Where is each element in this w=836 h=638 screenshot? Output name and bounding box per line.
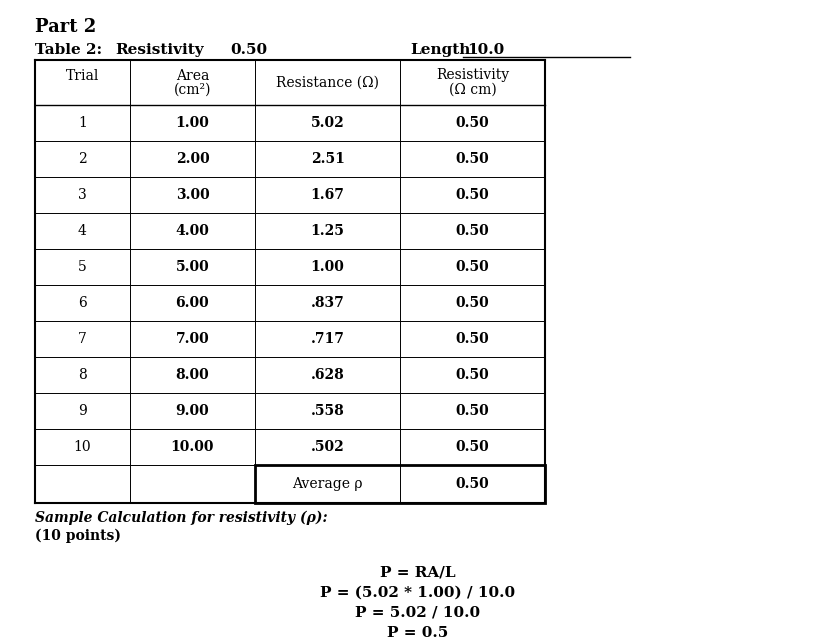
Text: 1.00: 1.00 bbox=[310, 260, 344, 274]
Text: 8.00: 8.00 bbox=[176, 368, 209, 382]
Text: 0.50: 0.50 bbox=[456, 332, 489, 346]
Text: 9.00: 9.00 bbox=[176, 404, 209, 418]
Text: 0.50: 0.50 bbox=[230, 43, 268, 57]
Text: 1.25: 1.25 bbox=[310, 224, 344, 238]
Text: 3: 3 bbox=[78, 188, 87, 202]
Text: 1.00: 1.00 bbox=[176, 116, 210, 130]
Text: 5.00: 5.00 bbox=[176, 260, 209, 274]
Text: Area: Area bbox=[176, 68, 209, 82]
Text: 0.50: 0.50 bbox=[456, 404, 489, 418]
Text: 0.50: 0.50 bbox=[456, 224, 489, 238]
Text: 0.50: 0.50 bbox=[456, 152, 489, 166]
Text: Sample Calculation for resistivity (ρ):: Sample Calculation for resistivity (ρ): bbox=[35, 511, 328, 525]
Text: 2.51: 2.51 bbox=[310, 152, 344, 166]
Text: 10: 10 bbox=[74, 440, 91, 454]
Text: 0.50: 0.50 bbox=[456, 188, 489, 202]
Text: 0.50: 0.50 bbox=[456, 440, 489, 454]
Text: 9: 9 bbox=[78, 404, 87, 418]
Text: 10.0: 10.0 bbox=[467, 43, 504, 57]
Text: 6.00: 6.00 bbox=[176, 296, 209, 310]
Text: (Ω cm): (Ω cm) bbox=[449, 82, 497, 96]
Text: 4.00: 4.00 bbox=[176, 224, 210, 238]
Text: Trial: Trial bbox=[66, 70, 99, 84]
Text: 6: 6 bbox=[78, 296, 87, 310]
Text: 7.00: 7.00 bbox=[176, 332, 209, 346]
Text: .837: .837 bbox=[311, 296, 344, 310]
Text: Table 2:: Table 2: bbox=[35, 43, 102, 57]
Text: 0.50: 0.50 bbox=[456, 260, 489, 274]
Text: 8: 8 bbox=[78, 368, 87, 382]
Text: Part 2: Part 2 bbox=[35, 18, 96, 36]
Text: Length: Length bbox=[410, 43, 471, 57]
Text: .628: .628 bbox=[311, 368, 344, 382]
Text: 0.50: 0.50 bbox=[456, 477, 489, 491]
Text: 2.00: 2.00 bbox=[176, 152, 209, 166]
Text: 7: 7 bbox=[78, 332, 87, 346]
Text: P = (5.02 * 1.00) / 10.0: P = (5.02 * 1.00) / 10.0 bbox=[320, 586, 516, 600]
Text: Resistivity: Resistivity bbox=[436, 68, 509, 82]
Text: 1.67: 1.67 bbox=[310, 188, 344, 202]
Text: 4: 4 bbox=[78, 224, 87, 238]
Text: .717: .717 bbox=[310, 332, 344, 346]
Text: .502: .502 bbox=[311, 440, 344, 454]
Text: P = 5.02 / 10.0: P = 5.02 / 10.0 bbox=[355, 606, 481, 620]
Text: Average ρ: Average ρ bbox=[293, 477, 363, 491]
Text: (cm²): (cm²) bbox=[174, 82, 212, 96]
Text: 3.00: 3.00 bbox=[176, 188, 209, 202]
Text: 1: 1 bbox=[78, 116, 87, 130]
Text: 0.50: 0.50 bbox=[456, 296, 489, 310]
Text: P = 0.5: P = 0.5 bbox=[387, 626, 449, 638]
Text: 0.50: 0.50 bbox=[456, 368, 489, 382]
Text: 5: 5 bbox=[78, 260, 87, 274]
Text: 5.02: 5.02 bbox=[311, 116, 344, 130]
Text: P = RA/L: P = RA/L bbox=[380, 566, 456, 580]
Text: 10.00: 10.00 bbox=[171, 440, 214, 454]
Text: .558: .558 bbox=[311, 404, 344, 418]
Text: (10 points): (10 points) bbox=[35, 529, 121, 544]
Bar bbox=[255, 465, 545, 503]
Text: Resistance (Ω): Resistance (Ω) bbox=[276, 75, 379, 89]
Text: Resistivity: Resistivity bbox=[115, 43, 204, 57]
Text: 0.50: 0.50 bbox=[456, 116, 489, 130]
Text: 2: 2 bbox=[78, 152, 87, 166]
